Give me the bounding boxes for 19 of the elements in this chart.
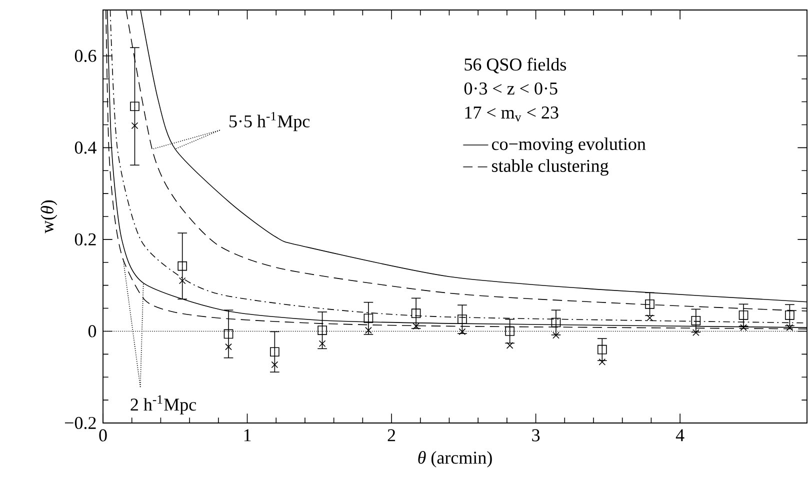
annotation: 5·5 h$^{-1}$Mpc [230, 112, 310, 132]
x-tick-label: 1 [244, 429, 251, 442]
y-tick-label: 0.4 [74, 142, 96, 154]
y-axis-title: w(θ) [40, 200, 58, 234]
x-tick-label: 2 [388, 429, 396, 442]
x-tick-label: 0 [99, 429, 107, 442]
x-tick-label: 3 [532, 429, 540, 442]
y-tick-label: 0.6 [74, 50, 96, 62]
x-axis-title: θ (arcmin) [418, 451, 492, 468]
annotation: 0·3 < z < 0·5 [464, 82, 558, 95]
annotation: 17 < m$_{v}$ < 23 [465, 106, 558, 122]
y-tick-label: 0 [88, 325, 96, 338]
legend-label: co−moving evolution [492, 137, 646, 154]
x-tick-label: 4 [676, 429, 684, 442]
annotation: 2 h$^{-1}$Mpc [130, 395, 196, 414]
legend-label: stable clustering [492, 159, 608, 176]
y-tick-label: 0.2 [74, 233, 96, 246]
annotation: 56 QSO fields [464, 58, 566, 74]
y-tick-label: −0.2 [64, 416, 96, 430]
